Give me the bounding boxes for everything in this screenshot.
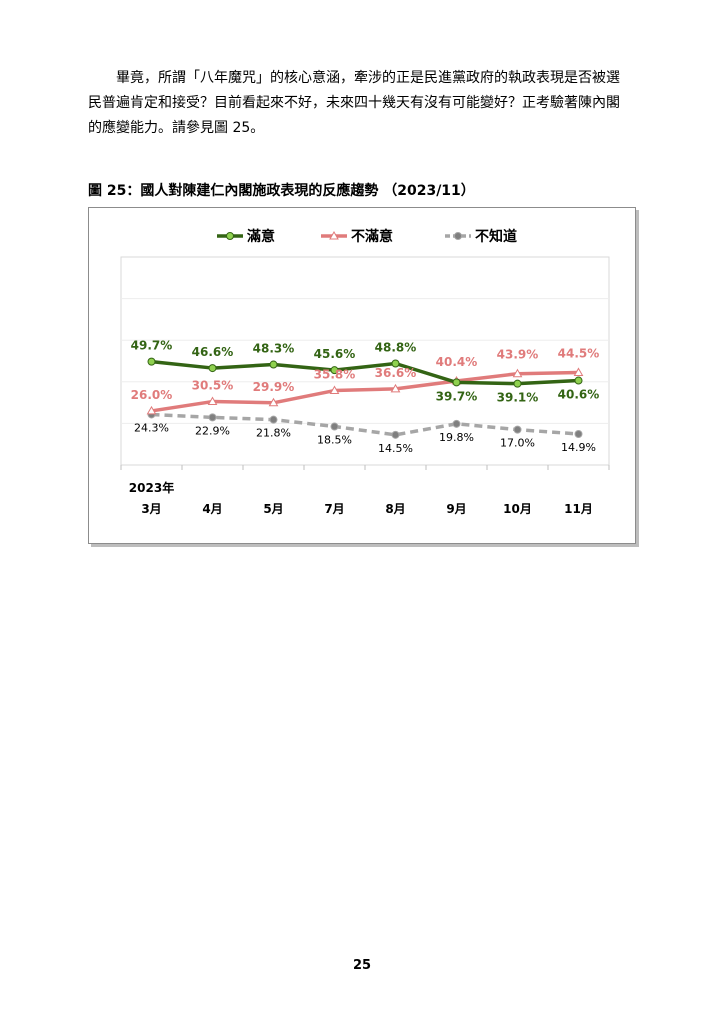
x-tick-label: 4月	[202, 502, 222, 516]
data-point	[574, 430, 583, 439]
data-label: 21.8%	[256, 427, 291, 440]
data-point	[513, 425, 522, 434]
x-tick-label: 5月	[263, 502, 283, 516]
body-paragraph: 畢竟，所謂「八年魔咒」的核心意涵，牽涉的正是民進黨政府的執政表現是否被選 民普遍…	[88, 66, 648, 141]
data-point	[329, 385, 340, 395]
data-point	[269, 415, 278, 424]
trend-chart: 3月 4月 5月 7月 8月 9月 10月 11月 2023年 滿意 不滿意 不知道 49.7% 46.6…	[120, 228, 610, 516]
x-tick-label: 9月	[446, 502, 466, 516]
data-point	[391, 359, 400, 368]
x-year-label: 2023年	[129, 480, 174, 495]
data-point	[268, 397, 279, 407]
data-point	[391, 430, 400, 439]
x-tick-label: 10月	[503, 502, 532, 516]
data-label: 40.4%	[436, 355, 478, 369]
data-point	[146, 405, 157, 415]
legend-marker	[454, 232, 462, 240]
x-tick-label: 3月	[141, 502, 161, 516]
x-tick-label: 8月	[385, 502, 405, 516]
data-label: 49.7%	[131, 339, 173, 353]
legend-label: 不知道	[475, 228, 517, 245]
data-label: 39.7%	[436, 389, 478, 403]
legend-marker	[226, 232, 234, 240]
data-label: 45.6%	[314, 347, 356, 361]
data-point	[208, 364, 217, 373]
data-label: 24.3%	[134, 421, 169, 434]
data-point	[330, 422, 339, 431]
data-point	[452, 419, 461, 428]
data-point	[390, 383, 401, 393]
figure-caption: 圖 25：國人對陳建仁內閣施政表現的反應趨勢 （2023/11）	[88, 183, 475, 199]
data-point	[330, 366, 339, 375]
data-label: 39.1%	[497, 391, 539, 405]
data-point	[452, 378, 461, 387]
body-line: 畢竟，所謂「八年魔咒」的核心意涵，牽涉的正是民進黨政府的執政表現是否被選	[88, 70, 620, 86]
data-point	[512, 368, 523, 378]
data-label: 36.6%	[375, 366, 417, 380]
series-line-1	[151, 359, 579, 386]
body-line: 民普遍肯定和接受？目前看起來不好，未來四十幾天有沒有可能變好？正考驗著陳內閣	[88, 95, 620, 111]
chart-frame: 3月 4月 5月 7月 8月 9月 10月 11月 2023年 滿意 不滿意 不知道 49.7% 46.6…	[88, 207, 636, 544]
data-point	[207, 396, 218, 406]
data-label: 43.9%	[497, 348, 539, 362]
data-label: 35.8%	[314, 368, 356, 382]
data-point	[573, 367, 584, 376]
data-label: 14.5%	[378, 442, 413, 455]
data-point	[574, 376, 583, 385]
legend-label: 滿意	[246, 228, 275, 245]
data-point	[147, 357, 156, 366]
body-line: 的應變能力。請參見圖 25。	[88, 120, 265, 136]
data-label: 22.9%	[195, 424, 230, 437]
legend-marker	[329, 230, 339, 240]
x-tick-label: 7月	[324, 502, 344, 516]
data-label: 14.9%	[561, 441, 596, 454]
data-label: 26.0%	[131, 388, 173, 402]
data-label: 48.8%	[375, 340, 417, 354]
data-label: 18.5%	[317, 434, 352, 447]
data-label: 40.6%	[558, 388, 600, 402]
data-label: 29.9%	[253, 380, 295, 394]
data-label: 17.0%	[500, 437, 535, 450]
data-point	[269, 360, 278, 369]
data-label: 19.8%	[439, 431, 474, 444]
data-label: 30.5%	[192, 379, 234, 393]
series-line-3	[151, 412, 579, 437]
data-label: 44.5%	[558, 346, 600, 360]
data-point	[208, 413, 217, 422]
legend-label: 不滿意	[351, 228, 393, 245]
series-line-2	[151, 370, 579, 413]
data-label: 46.6%	[192, 345, 234, 359]
x-tick-label: 11月	[564, 502, 593, 516]
page-number: 25	[352, 958, 372, 973]
data-label: 48.3%	[253, 342, 295, 356]
data-point	[513, 379, 522, 388]
